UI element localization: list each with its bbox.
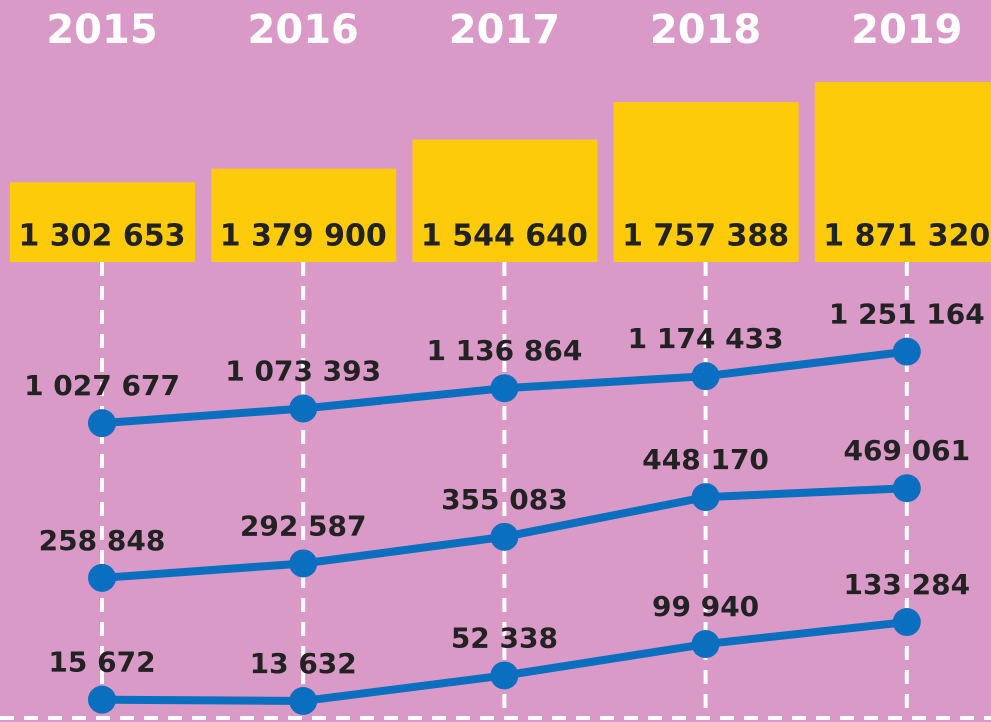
- bar: [10, 182, 195, 262]
- point-label: 1 251 164: [829, 298, 985, 331]
- bar-label: 1 302 653: [18, 219, 185, 254]
- bar: [814, 82, 991, 262]
- point: [88, 563, 116, 592]
- point-label: 258 848: [39, 524, 166, 557]
- bar-label: 1 379 900: [220, 219, 387, 254]
- point-label: 1 027 677: [24, 369, 180, 402]
- point-label: 469 061: [843, 434, 970, 467]
- point-label: 15 672: [48, 646, 155, 679]
- point-label: 448 170: [642, 443, 769, 476]
- bar: [211, 168, 397, 262]
- point-label: 292 587: [240, 509, 367, 542]
- point-label: 355 083: [441, 483, 568, 516]
- bar-label: 1 757 388: [622, 219, 789, 254]
- point: [691, 483, 720, 512]
- x-tick-label: 2019: [851, 7, 962, 53]
- point: [490, 661, 519, 690]
- point-label: 1 174 433: [628, 322, 784, 355]
- point-label: 133 284: [843, 568, 970, 601]
- x-tick-label: 2018: [650, 7, 761, 53]
- point: [289, 687, 318, 716]
- point-label: 52 338: [451, 621, 558, 654]
- point: [289, 394, 318, 423]
- point: [490, 522, 519, 551]
- point: [490, 374, 519, 403]
- point: [88, 685, 116, 714]
- x-tick-label: 2015: [46, 7, 157, 53]
- point: [88, 409, 116, 438]
- point-label: 99 940: [652, 590, 759, 623]
- point: [892, 608, 921, 637]
- bar: [613, 102, 799, 262]
- point: [691, 362, 720, 391]
- point-label: 1 136 864: [426, 334, 582, 367]
- point-label: 1 073 393: [225, 355, 381, 388]
- point: [892, 337, 921, 366]
- point: [289, 549, 318, 578]
- point: [892, 474, 921, 503]
- bar-label: 1 871 320: [823, 219, 990, 254]
- x-tick-label: 2016: [248, 7, 359, 53]
- point: [691, 630, 720, 659]
- bar: [412, 139, 598, 262]
- x-tick-label: 2017: [449, 7, 560, 53]
- point-label: 13 632: [250, 647, 357, 680]
- bar-label: 1 544 640: [421, 219, 588, 254]
